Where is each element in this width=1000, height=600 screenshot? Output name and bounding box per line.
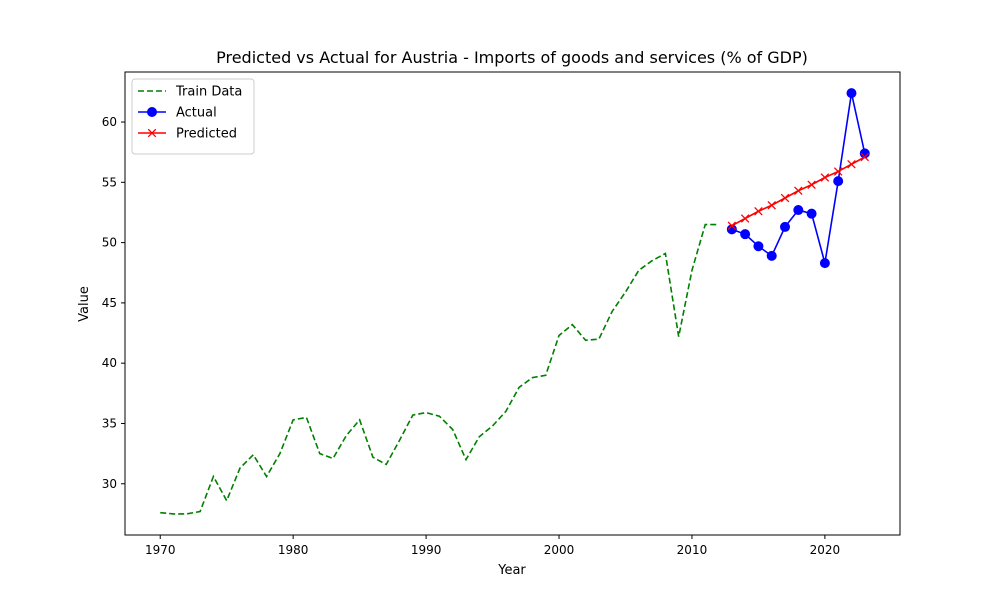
actual-point — [833, 176, 844, 187]
x-tick-label: 1970 — [145, 543, 176, 557]
actual-point — [806, 208, 817, 219]
predicted-point — [860, 152, 870, 162]
y-tick-label: 60 — [102, 115, 117, 129]
y-tick-label: 50 — [102, 236, 117, 250]
actual-point — [780, 221, 791, 232]
predicted-point — [847, 159, 856, 169]
y-tick-label: 45 — [102, 296, 117, 310]
y-tick-label: 30 — [102, 477, 117, 491]
y-tick-label: 40 — [102, 356, 117, 370]
data-layer — [160, 88, 870, 515]
predicted-point — [794, 186, 803, 196]
legend-box — [131, 78, 255, 155]
predicted-point — [754, 207, 763, 216]
actual-point — [740, 229, 751, 240]
x-tick-label: 1980 — [278, 543, 309, 557]
plot-frame — [124, 71, 901, 536]
chart-title: Predicted vs Actual for Austria - Import… — [216, 48, 808, 67]
predicted-point — [780, 193, 790, 203]
legend-marker-actual — [147, 107, 157, 117]
y-tick-label: 35 — [102, 416, 117, 430]
y-tick-label: 55 — [102, 175, 117, 189]
predicted-point — [767, 200, 776, 210]
actual-point — [793, 205, 804, 216]
x-axis-label: Year — [497, 563, 526, 578]
predicted-point — [740, 214, 750, 223]
predicted-point — [820, 173, 830, 182]
x-tick-label: 2020 — [810, 543, 841, 557]
predicted-point — [807, 180, 816, 189]
x-tick-label: 2010 — [677, 543, 708, 557]
actual-point — [753, 241, 764, 252]
predicted-point — [727, 221, 737, 230]
legend-label-predicted: Predicted — [176, 127, 237, 142]
actual-point — [846, 88, 857, 99]
legend-label-train-data: Train Data — [175, 85, 242, 100]
predicted-point — [833, 167, 843, 176]
y-axis-label: Value — [77, 286, 92, 322]
legend-marker-predicted — [147, 128, 157, 138]
legend: Train Data Actual Predicted — [131, 78, 255, 155]
x-tick-label: 2000 — [544, 543, 575, 557]
actual-point — [766, 250, 777, 261]
legend-label-actual: Actual — [176, 106, 217, 121]
axis-layer: 1970 1980 1990 2000 2010 2020 30 35 40 45 50 55 60 — [102, 115, 840, 557]
x-tick-label: 1990 — [411, 543, 442, 557]
actual-point — [819, 258, 830, 269]
train-data-line — [160, 223, 719, 515]
